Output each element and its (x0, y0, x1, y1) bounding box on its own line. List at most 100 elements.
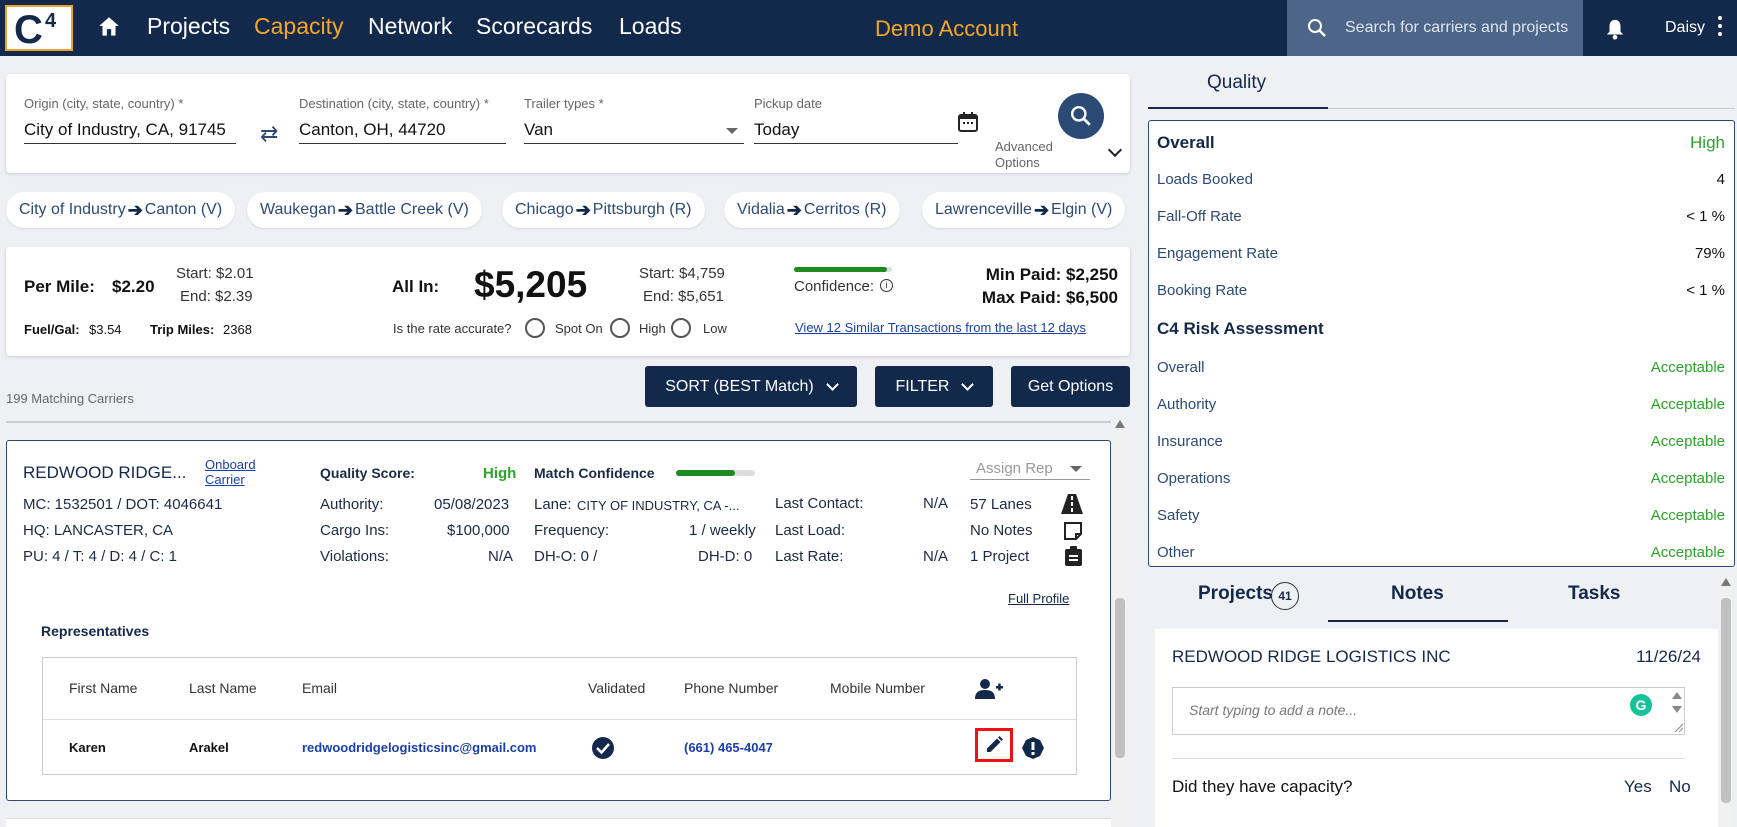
onboard-carrier-link[interactable]: Onboard Carrier (205, 457, 256, 487)
advanced-options-toggle[interactable]: Advanced Options (995, 139, 1053, 171)
carrier-list-scrollbar[interactable] (1113, 420, 1127, 827)
origin-input[interactable]: City of Industry, CA, 91745 (24, 116, 236, 144)
note-textarea[interactable]: Start typing to add a note... G (1172, 687, 1685, 735)
notes-panel: REDWOOD RIDGE LOGISTICS INC 11/26/24 Sta… (1155, 629, 1718, 827)
col-phone: Phone Number (684, 680, 779, 696)
grammarly-icon[interactable]: G (1630, 694, 1652, 716)
rep-phone[interactable]: (661) 465-4047 (684, 740, 773, 755)
violations-value: N/A (488, 548, 514, 565)
no-option[interactable]: No (1669, 777, 1691, 796)
more-menu-icon[interactable] (1718, 16, 1722, 40)
info-icon[interactable]: i (880, 279, 893, 292)
tab-quality[interactable]: Quality (1207, 72, 1267, 93)
lanes-count[interactable]: 57 Lanes (970, 496, 1032, 513)
low-radio[interactable] (671, 318, 691, 338)
full-profile-link[interactable]: Full Profile (1008, 591, 1070, 606)
nav-network[interactable]: Network (368, 13, 453, 39)
logo-superscript: 4 (45, 10, 57, 32)
get-options-label: Get Options (1027, 377, 1114, 395)
recent-lane-chip[interactable]: Chicago ➔ Pittsburgh (R) (502, 192, 705, 228)
col-validated: Validated (588, 680, 646, 696)
lane-from: Vidalia (737, 201, 785, 218)
assign-rep-select[interactable]: Assign Rep (970, 458, 1090, 480)
lane-from: City of Industry (19, 201, 126, 218)
sort-button[interactable]: SORT (BEST Match) (645, 366, 857, 407)
notes-scrollbar[interactable] (1719, 573, 1733, 827)
violations-label: Violations: (320, 548, 389, 565)
road-icon[interactable] (1061, 494, 1083, 514)
notes-count[interactable]: No Notes (970, 522, 1033, 539)
filter-button[interactable]: FILTER (875, 366, 993, 407)
pickup-label: Pickup date (754, 96, 822, 111)
alert-icon[interactable] (1022, 737, 1044, 759)
trailer-caret-icon (726, 128, 738, 134)
last-rate-value: N/A (923, 548, 949, 565)
spot-on-radio[interactable] (525, 318, 545, 338)
lane-label: Lane: (534, 496, 572, 513)
calendar-icon[interactable] (956, 110, 980, 134)
per-mile-end: End: $2.39 (180, 288, 253, 305)
scroll-up-icon[interactable] (1115, 420, 1125, 428)
rep-first-name: Karen (69, 740, 106, 755)
authority-label: Authority: (320, 496, 384, 513)
recent-lane-chip[interactable]: Waukegan ➔ Battle Creek (V) (247, 192, 482, 228)
quality-row-value: < 1 % (1686, 282, 1725, 299)
lane-search-panel: Origin (city, state, country) * City of … (6, 74, 1130, 173)
rep-email[interactable]: redwoodridgelogisticsinc@gmail.com (302, 740, 537, 755)
recent-lane-chip[interactable]: Lawrenceville ➔ Elgin (V) (922, 192, 1126, 228)
bell-icon[interactable] (1604, 18, 1626, 40)
scroll-thumb[interactable] (1721, 598, 1731, 803)
tab-notes[interactable]: Notes (1391, 583, 1444, 604)
match-confidence-bar (676, 470, 755, 476)
add-person-icon[interactable] (975, 678, 1003, 700)
nav-scorecards[interactable]: Scorecards (476, 13, 593, 39)
trip-miles-label: Trip Miles: (150, 322, 215, 337)
max-paid: Max Paid: $6,500 (981, 288, 1118, 307)
pu-counts: PU: 4 / T: 4 / D: 4 / C: 1 (23, 548, 177, 565)
risk-row-label: Operations (1157, 470, 1231, 487)
nav-capacity[interactable]: Capacity (254, 13, 344, 39)
edit-rep-button[interactable] (975, 728, 1013, 762)
scroll-up-icon[interactable] (1721, 578, 1731, 586)
textarea-down-icon[interactable] (1672, 706, 1682, 713)
nav-projects[interactable]: Projects (147, 13, 231, 39)
global-search-input[interactable] (1345, 16, 1575, 40)
rate-panel: Per Mile: $2.20 Start: $2.01 End: $2.39 … (6, 247, 1130, 356)
lane-to: Canton (V) (144, 201, 223, 218)
note-icon[interactable] (1063, 521, 1083, 541)
destination-input[interactable]: Canton, OH, 44720 (299, 116, 506, 144)
resize-handle-icon[interactable] (1673, 722, 1683, 732)
c4-logo[interactable]: C 4 (5, 5, 73, 51)
nav-loads[interactable]: Loads (619, 13, 682, 39)
search-icon (1070, 105, 1091, 126)
quality-row-value: 79% (1694, 245, 1725, 262)
high-radio[interactable] (610, 318, 630, 338)
search-button[interactable] (1058, 93, 1104, 139)
yes-option[interactable]: Yes (1624, 777, 1652, 796)
pickup-date-input[interactable]: Today (754, 116, 958, 144)
carrier-card[interactable]: REDWOOD RIDGE... Onboard Carrier MC: 153… (6, 440, 1111, 801)
swap-icon[interactable]: ⇄ (260, 121, 279, 146)
tab-projects[interactable]: Projects (1198, 583, 1273, 604)
rate-accurate-question: Is the rate accurate? (393, 321, 512, 336)
per-mile-label: Per Mile: (24, 277, 95, 296)
projects-count[interactable]: 1 Project (970, 548, 1030, 565)
similar-transactions-link[interactable]: View 12 Similar Transactions from the la… (795, 320, 1086, 335)
textarea-up-icon[interactable] (1672, 692, 1682, 699)
quality-score-value: High (483, 465, 517, 482)
get-options-button[interactable]: Get Options (1011, 366, 1130, 407)
rep-last-name: Arakel (189, 740, 229, 755)
user-name[interactable]: Daisy (1665, 19, 1706, 36)
risk-row-label: Insurance (1157, 433, 1223, 450)
trailer-select[interactable]: Van (524, 116, 744, 144)
frequency-label: Frequency: (534, 522, 610, 539)
carrier-name[interactable]: REDWOOD RIDGE... (23, 463, 187, 482)
recent-lane-chip[interactable]: City of Industry ➔ Canton (V) (6, 192, 236, 228)
clipboard-icon[interactable] (1065, 546, 1082, 566)
tab-tasks[interactable]: Tasks (1568, 583, 1621, 604)
scroll-thumb[interactable] (1115, 598, 1125, 758)
home-icon[interactable] (96, 14, 122, 40)
sort-label: SORT (BEST Match) (665, 377, 814, 395)
risk-row-value: Acceptable (1650, 507, 1725, 524)
recent-lane-chip[interactable]: Vidalia ➔ Cerritos (R) (724, 192, 900, 228)
